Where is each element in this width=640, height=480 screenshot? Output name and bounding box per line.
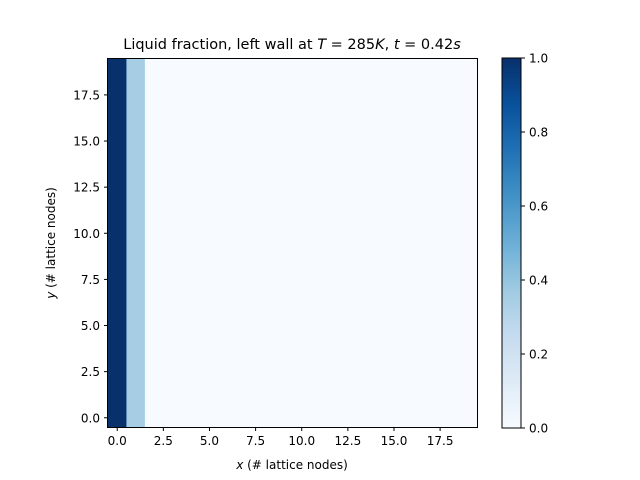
colorbar-axis: 0.0 0.2 0.4 0.6 0.8 1.0 [521, 52, 548, 436]
heatmap-column-15 [384, 58, 404, 427]
plot-frame [107, 58, 478, 428]
x-axis: 0.0 2.5 5.0 7.5 10.0 12.5 15.0 17.5 [108, 427, 454, 448]
heatmap-cells [108, 58, 478, 427]
x-tick-label: 0.0 [108, 434, 127, 448]
y-axis: 0.0 2.5 5.0 7.5 10.0 12.5 15.0 17.5 [73, 88, 108, 425]
colorbar-tick-label: 0.8 [529, 126, 548, 140]
heatmap-column-19 [458, 58, 478, 427]
heatmap-column-6 [218, 58, 238, 427]
heatmap-column-12 [329, 58, 349, 427]
y-tick-label: 5.0 [81, 319, 100, 333]
heatmap-column-9 [274, 58, 293, 427]
heatmap-column-2 [144, 58, 164, 427]
x-tick-label: 12.5 [334, 434, 361, 448]
colorbar [501, 57, 522, 429]
heatmap-column-16 [403, 58, 422, 427]
heatmap-column-10 [292, 58, 312, 427]
heatmap-column-5 [200, 58, 219, 427]
y-tick-label: 10.0 [73, 227, 100, 241]
heatmap-column-13 [347, 58, 367, 427]
x-tick-label: 5.0 [200, 434, 219, 448]
heatmap-column-3 [163, 58, 183, 427]
x-axis-title: x (# lattice nodes) [235, 458, 348, 472]
y-tick-label: 17.5 [73, 88, 100, 102]
heatmap-column-8 [255, 58, 275, 427]
x-tick-label: 7.5 [246, 434, 265, 448]
heatmap-column-4 [181, 58, 201, 427]
heatmap-column-17 [421, 58, 441, 427]
heatmap-column-7 [237, 58, 256, 427]
y-tick-label: 15.0 [73, 135, 100, 149]
colorbar-tick-label: 0.4 [529, 274, 548, 288]
y-tick-label: 7.5 [81, 273, 100, 287]
x-tick-label: 15.0 [381, 434, 408, 448]
colorbar-tick-label: 0.2 [529, 348, 548, 362]
x-tick-label: 10.0 [288, 434, 315, 448]
heatmap-column-14 [366, 58, 386, 427]
heatmap-column-18 [440, 58, 459, 427]
heatmap-column-1 [126, 58, 146, 427]
x-tick-label: 2.5 [154, 434, 173, 448]
colorbar-tick-label: 0.0 [529, 422, 548, 436]
y-tick-label: 0.0 [81, 411, 100, 425]
heatmap-column-11 [310, 58, 330, 427]
y-tick-label: 12.5 [73, 181, 100, 195]
chart-title: Liquid fraction, left wall at T = 285K, … [123, 37, 461, 53]
y-tick-label: 2.5 [81, 365, 100, 379]
colorbar-tick-label: 1.0 [529, 52, 548, 66]
y-axis-title: y (# lattice nodes) [44, 187, 58, 300]
colorbar-tick-label: 0.6 [529, 200, 548, 214]
x-tick-label: 17.5 [427, 434, 454, 448]
heatmap-column-0 [108, 58, 127, 427]
